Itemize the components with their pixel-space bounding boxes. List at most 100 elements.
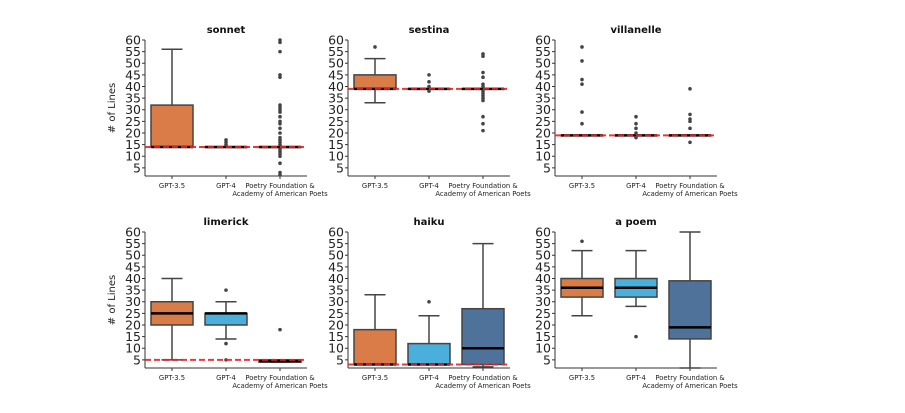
y-tick-label: 55 (328, 236, 344, 251)
y-tick-label: 10 (125, 149, 141, 164)
y-tick-label: 45 (535, 67, 551, 82)
y-tick-label: 55 (535, 44, 551, 59)
y-tick-label: 5 (336, 352, 344, 367)
y-tick-label: 50 (328, 248, 344, 263)
y-tick-label: 40 (535, 79, 551, 94)
outlier-point (278, 170, 282, 175)
y-tick-label: 45 (328, 259, 344, 274)
outlier-point (481, 70, 485, 75)
box-2 (258, 327, 302, 363)
box-2 (461, 242, 505, 368)
box-iqr (150, 104, 194, 148)
outlier-point (481, 114, 485, 119)
outlier-point (481, 128, 485, 133)
y-tick-label: 5 (133, 352, 141, 367)
y-tick-label: 35 (535, 91, 551, 106)
x-tick-label: GPT-3.5 (569, 182, 595, 190)
outlier-point (688, 140, 692, 145)
y-tick-label: 5 (543, 352, 551, 367)
y-tick-label: 15 (125, 137, 141, 152)
x-tick-label: GPT-4 (216, 182, 236, 190)
y-tick-label: 25 (328, 306, 344, 321)
x-tick-label: Poetry Foundation & Academy of American P… (642, 182, 738, 198)
y-tick-label: 20 (125, 125, 141, 140)
panel-title: villanelle (610, 25, 661, 36)
box-0 (150, 277, 194, 361)
y-tick-label: 25 (535, 306, 551, 321)
outlier-point (688, 126, 692, 131)
y-tick-label: 5 (543, 160, 551, 175)
y-tick-label: 20 (125, 317, 141, 332)
x-tick-label: Poetry Foundation & Academy of American P… (232, 182, 328, 198)
y-tick-label: 10 (535, 341, 551, 356)
outlier-point (481, 82, 485, 86)
outlier-point (278, 126, 282, 131)
y-tick-label: 15 (328, 329, 344, 344)
box-iqr (204, 312, 248, 326)
panel-title: haiku (413, 217, 444, 228)
y-tick-label: 20 (535, 317, 551, 332)
y-tick-label: 45 (125, 67, 141, 82)
outlier-point (481, 89, 485, 93)
y-tick-label: 30 (125, 294, 141, 309)
outlier-point (427, 299, 431, 304)
y-tick-label: 45 (535, 259, 551, 274)
y-tick-label: 30 (125, 102, 141, 117)
outlier-point (634, 121, 638, 126)
y-tick-label: 50 (125, 248, 141, 263)
outlier-point (580, 82, 584, 86)
box-iqr (353, 74, 397, 90)
y-tick-label: 15 (328, 137, 344, 152)
box-0 (560, 45, 604, 137)
box-1 (407, 299, 451, 366)
box-0 (560, 239, 604, 317)
y-tick-label: 10 (328, 341, 344, 356)
x-tick-label: Poetry Foundation & Academy of American P… (435, 182, 531, 198)
box-1 (614, 249, 658, 339)
y-tick-label: 10 (125, 341, 141, 356)
outlier-point (580, 45, 584, 49)
y-tick-label: 35 (328, 91, 344, 106)
panel-title: sestina (409, 25, 450, 36)
y-tick-label: 60 (125, 225, 141, 240)
outlier-point (278, 119, 282, 124)
y-tick-label: 35 (535, 283, 551, 298)
y-tick-label: 15 (535, 137, 551, 152)
y-tick-label: 30 (535, 102, 551, 117)
outlier-point (224, 288, 228, 292)
outlier-point (278, 147, 282, 152)
outlier-point (278, 38, 282, 42)
y-tick-label: 35 (125, 283, 141, 298)
box-2 (668, 231, 712, 369)
outlier-point (278, 135, 282, 140)
box-0 (150, 48, 194, 149)
outlier-point (580, 121, 584, 126)
x-tick-label: Poetry Foundation & Academy of American P… (642, 374, 738, 390)
box-iqr (668, 280, 712, 340)
y-tick-label: 25 (125, 306, 141, 321)
x-tick-label: Poetry Foundation & Academy of American P… (232, 374, 328, 390)
y-tick-label: 20 (328, 125, 344, 140)
y-tick-label: 15 (535, 329, 551, 344)
y-axis-label: # of Lines (107, 83, 118, 133)
outlier-point (481, 52, 485, 56)
panel-title: limerick (204, 217, 249, 228)
outlier-point (634, 334, 638, 339)
box-iqr (461, 307, 505, 366)
y-tick-label: 55 (535, 236, 551, 251)
outlier-point (373, 45, 377, 49)
outlier-point (278, 103, 282, 107)
y-tick-label: 50 (535, 248, 551, 263)
y-tick-label: 55 (125, 236, 141, 251)
box-0 (353, 45, 397, 104)
box-iqr (353, 328, 397, 366)
x-tick-label: GPT-3.5 (159, 374, 185, 382)
outlier-point (427, 73, 431, 77)
outlier-point (278, 327, 282, 332)
y-tick-label: 10 (328, 149, 344, 164)
box-0 (353, 294, 397, 366)
